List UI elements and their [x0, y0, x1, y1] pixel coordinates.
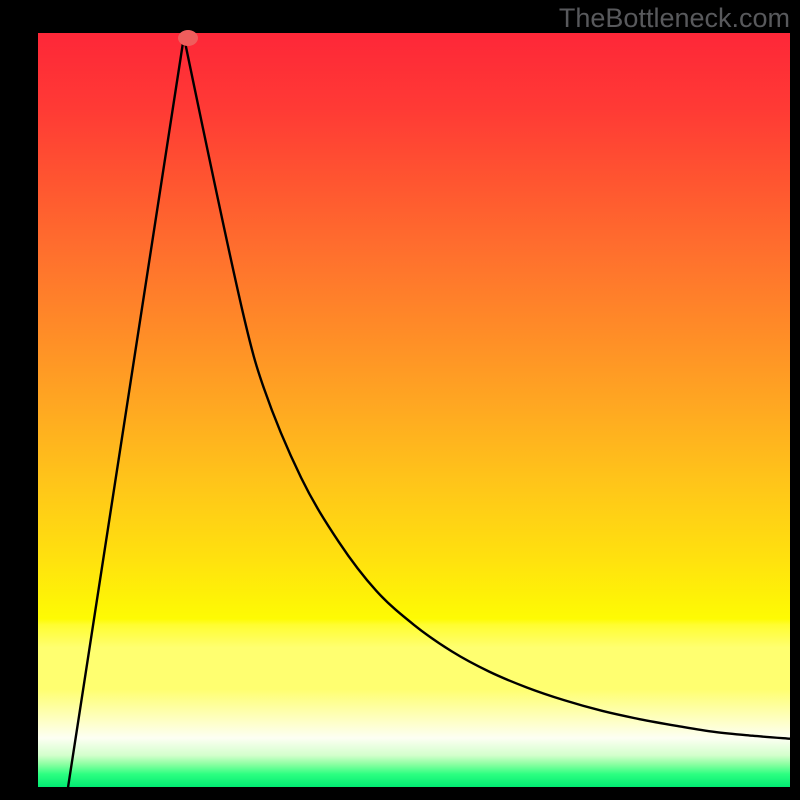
curve-svg: [38, 33, 790, 787]
chart-container: TheBottleneck.com: [0, 0, 800, 800]
border-left: [0, 0, 38, 800]
watermark-text: TheBottleneck.com: [559, 3, 790, 34]
border-right: [790, 0, 800, 800]
plot-area: [38, 33, 790, 787]
bottleneck-curve: [68, 37, 790, 787]
optimum-marker: [178, 30, 198, 46]
border-bottom: [0, 787, 800, 800]
